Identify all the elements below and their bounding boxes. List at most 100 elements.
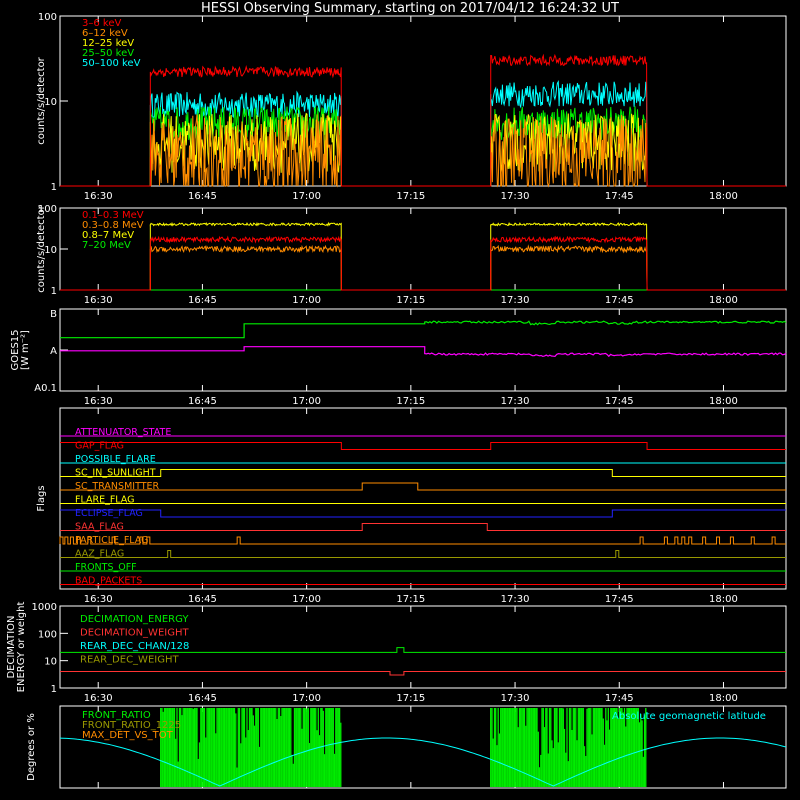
x-tick-label: 17:15 bbox=[396, 191, 425, 202]
data-line bbox=[60, 53, 786, 187]
flag-label: SC_TRANSMITTER bbox=[75, 481, 160, 492]
x-tick-label: 17:30 bbox=[501, 396, 530, 407]
x-tick-label: 17:00 bbox=[292, 693, 321, 704]
decimation-panel: 16:30 16:45 17:00 17:15 17:30 17:45 18:00 1 10 10… bbox=[6, 602, 787, 704]
x-tick-label: 18:00 bbox=[709, 295, 738, 306]
x-tick-label: 16:45 bbox=[188, 396, 217, 407]
rates_high-panel: 16:30 16:45 17:00 17:15 17:30 17:45 18:00 1 10 10… bbox=[36, 204, 787, 306]
x-tick-label: 17:00 bbox=[292, 295, 321, 306]
x-tick-label: 17:00 bbox=[292, 396, 321, 407]
flag-trace bbox=[60, 442, 786, 450]
x-tick-label: 18:00 bbox=[709, 191, 738, 202]
y-tick-label: 100 bbox=[38, 204, 57, 215]
decimation-line bbox=[60, 671, 786, 676]
legend-entry: FRONT_RATIO_1225 bbox=[82, 720, 181, 731]
flag-label: POSSIBLE_FLARE bbox=[75, 454, 156, 465]
y-axis-label: counts/s/detector bbox=[36, 204, 47, 292]
x-tick-label: 17:30 bbox=[501, 594, 530, 605]
y-axis-label: ENERGY or weight bbox=[16, 602, 27, 693]
legend-entry: 25–50 keV bbox=[82, 48, 134, 59]
legend-entry: 6–12 keV bbox=[82, 28, 128, 39]
x-tick-label: 18:00 bbox=[709, 396, 738, 407]
flag-label: SC_IN_SUNLIGHT bbox=[75, 468, 156, 479]
x-tick-label: 17:45 bbox=[605, 295, 634, 306]
x-tick-label: 16:45 bbox=[188, 295, 217, 306]
geomagnetic-latitude-line bbox=[59, 737, 787, 787]
y-axis-label: DECIMATION bbox=[6, 615, 17, 678]
legend-entry: 0.8–7 MeV bbox=[82, 230, 134, 241]
y-tick-label: 100 bbox=[38, 12, 57, 23]
series-0-3-0-8-mev bbox=[60, 244, 786, 291]
x-tick-label: 17:15 bbox=[396, 295, 425, 306]
legend-entry: DECIMATION_WEIGHT bbox=[80, 628, 189, 639]
x-tick-label: 17:15 bbox=[396, 396, 425, 407]
data-line bbox=[60, 235, 786, 291]
y-axis-label: counts/s/detector bbox=[36, 56, 47, 144]
flag-label: FRONTS_OFF bbox=[75, 562, 137, 573]
legend-entry: MAX_DET_VS_TOT bbox=[82, 730, 174, 741]
y-tick-label: 10 bbox=[44, 97, 57, 108]
flag-trace bbox=[60, 523, 786, 531]
y-tick-label: 1 bbox=[51, 286, 57, 297]
x-tick-label: 17:45 bbox=[605, 594, 634, 605]
series-50-100-kev bbox=[60, 79, 786, 187]
flag-label: AAZ_FLAG bbox=[75, 549, 124, 560]
x-tick-label: 17:15 bbox=[396, 594, 425, 605]
y-axis-label: [W m⁻²] bbox=[20, 330, 31, 370]
x-tick-label: 18:00 bbox=[709, 693, 738, 704]
flag-label: FLARE_FLAG bbox=[75, 495, 135, 506]
y-tick-label: 10 bbox=[44, 245, 57, 256]
x-tick-label: 17:30 bbox=[501, 191, 530, 202]
goes-long-line bbox=[60, 320, 787, 339]
x-tick-label: 17:45 bbox=[605, 396, 634, 407]
legend-entry: REAR_DEC_CHAN/128 bbox=[80, 641, 189, 652]
goes-short-line bbox=[60, 346, 787, 358]
plot-frame bbox=[59, 605, 787, 689]
x-tick-label: 16:30 bbox=[84, 191, 113, 202]
flag-trace bbox=[60, 482, 786, 491]
x-tick-label: 17:30 bbox=[501, 295, 530, 306]
y-tick-label: B bbox=[50, 309, 57, 320]
x-tick-label: 16:30 bbox=[84, 594, 113, 605]
legend-entry: 0.3–0.8 MeV bbox=[82, 220, 144, 231]
series-3-6-kev bbox=[60, 53, 786, 187]
flags-panel: 16:30 16:45 17:00 17:15 17:30 17:45 18:00 Flags… bbox=[36, 407, 787, 605]
flag-label: ATTENUATOR_STATE bbox=[75, 427, 171, 438]
y-tick-label: 1000 bbox=[32, 602, 57, 613]
flag-label: SAA_FLAG bbox=[75, 522, 124, 533]
rates_low-panel: 16:30 16:45 17:00 17:15 17:30 17:45 18:00 1 10 10… bbox=[36, 12, 787, 202]
decimation-line bbox=[60, 647, 786, 653]
flag-trace bbox=[60, 509, 786, 518]
data-line bbox=[60, 79, 786, 187]
y-tick-label: A bbox=[50, 346, 57, 357]
y-tick-label: 100 bbox=[38, 629, 57, 640]
series-0-8-7-mev bbox=[60, 221, 786, 291]
data-line bbox=[60, 244, 786, 291]
y-axis-label: Flags bbox=[36, 485, 47, 511]
legend-entry: REAR_DEC_WEIGHT bbox=[80, 655, 179, 666]
x-tick-label: 16:30 bbox=[84, 693, 113, 704]
legend-entry: DECIMATION_ENERGY bbox=[80, 614, 189, 625]
x-tick-label: 17:45 bbox=[605, 191, 634, 202]
legend-entry: 50–100 keV bbox=[82, 58, 141, 69]
y-tick-label: 1 bbox=[51, 182, 57, 193]
x-tick-label: 17:00 bbox=[292, 191, 321, 202]
geomagnetic-latitude-label: Absolute geomagnetic latitude bbox=[612, 711, 766, 722]
x-tick-label: 16:30 bbox=[84, 396, 113, 407]
y-tick-label: 1 bbox=[51, 684, 57, 695]
y-tick-label: 10 bbox=[44, 657, 57, 668]
y-tick-label: A0.1 bbox=[34, 383, 57, 394]
legend-entry: 3–6 keV bbox=[82, 18, 121, 29]
x-tick-label: 17:15 bbox=[396, 693, 425, 704]
flag-label: ECLIPSE_FLAG bbox=[75, 508, 143, 519]
series-6-12-kev bbox=[60, 114, 786, 188]
flag-trace bbox=[60, 550, 786, 558]
legend-entry: FRONT_RATIO bbox=[82, 710, 151, 721]
data-line bbox=[60, 114, 786, 188]
data-line bbox=[60, 221, 786, 291]
y-axis-label: GOES15 bbox=[10, 329, 21, 370]
x-tick-label: 17:00 bbox=[292, 594, 321, 605]
legend-entry: 12–25 keV bbox=[82, 38, 134, 49]
x-tick-label: 17:45 bbox=[605, 693, 634, 704]
